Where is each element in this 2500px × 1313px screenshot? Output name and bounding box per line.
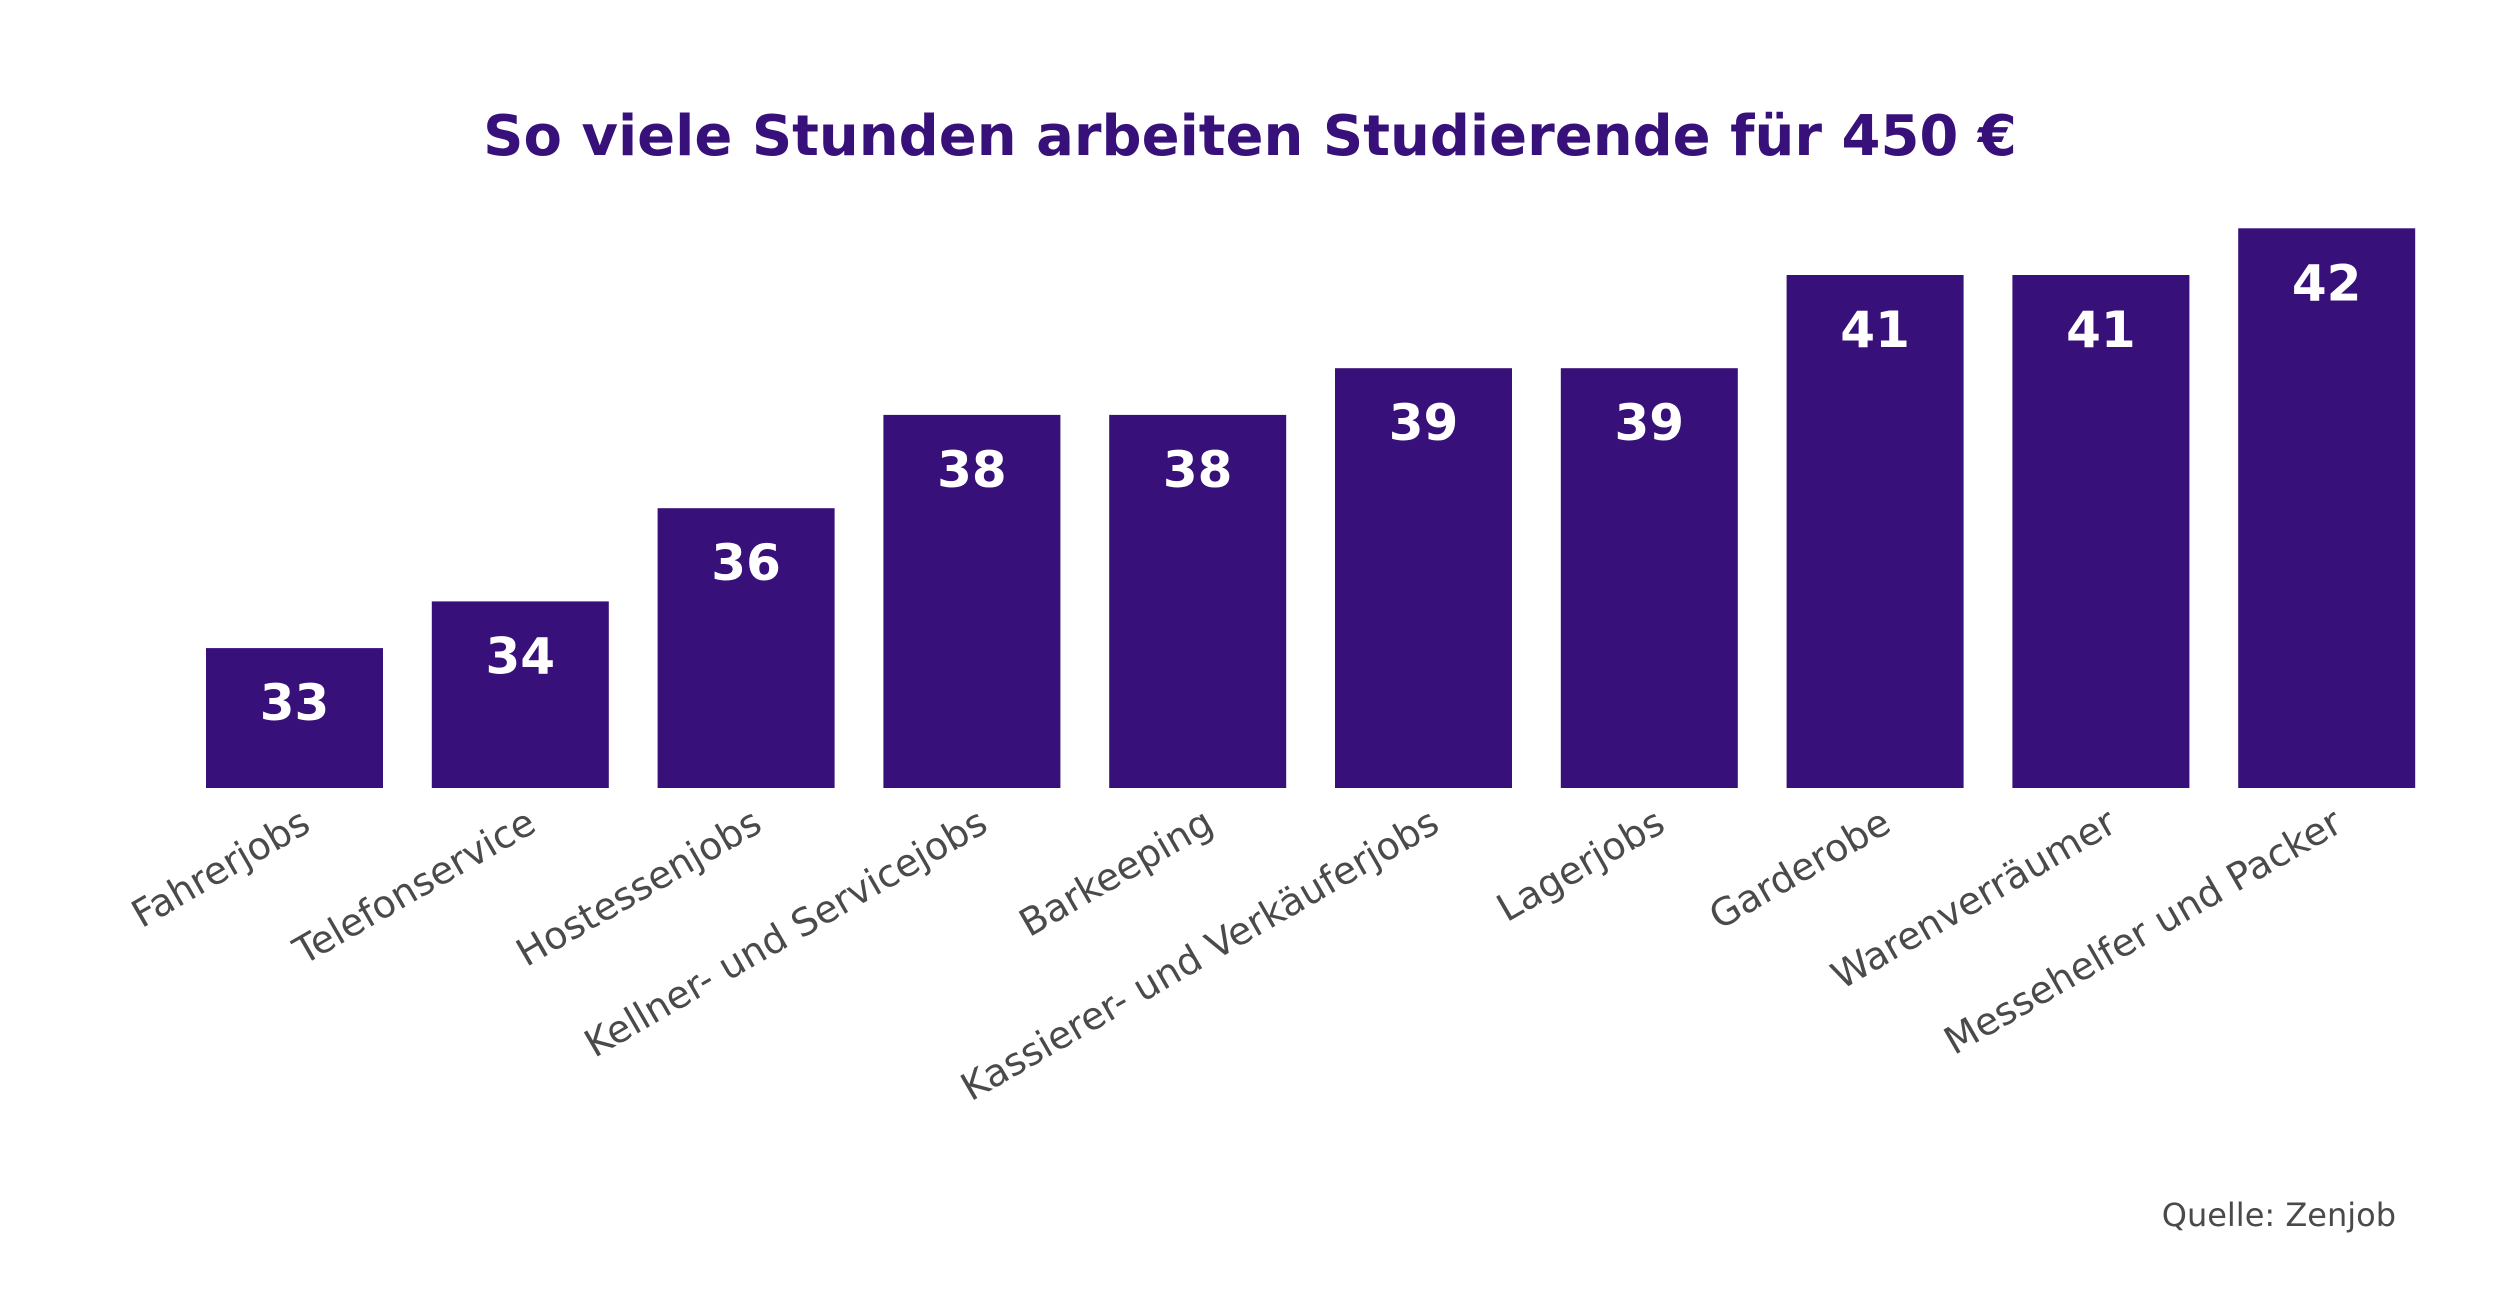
bar-9 (2012, 275, 2190, 788)
value-label-3: 36 (711, 534, 781, 592)
category-label-4: Kellner- und Servicejobs (577, 800, 994, 1066)
value-label-7: 39 (1615, 394, 1685, 452)
bar-7 (1560, 368, 1738, 788)
value-label-9: 41 (2066, 301, 2136, 359)
chart-title: So viele Stunden arbeiten Studierende fü… (483, 104, 2017, 169)
category-label-10: Messehelfer und Packer (1937, 800, 2350, 1064)
category-label-5: Barkeeping (1012, 800, 1220, 946)
bar-4 (883, 414, 1061, 788)
category-label-8: Garderobe (1702, 800, 1898, 938)
bar-5 (1109, 414, 1287, 788)
value-label-4: 38 (937, 441, 1007, 499)
bar-3 (657, 508, 835, 788)
value-label-10: 42 (2292, 254, 2362, 312)
bars-group (206, 228, 2416, 789)
bar-1 (206, 648, 383, 788)
value-label-1: 33 (260, 674, 330, 732)
source-label: Quelle: Zenjob (2162, 1196, 2396, 1234)
value-label-5: 38 (1163, 441, 1233, 499)
category-label-7: Lagerjobs (1489, 800, 1671, 931)
value-label-6: 39 (1389, 394, 1459, 452)
bar-6 (1335, 368, 1512, 788)
category-labels-group: FahrerjobsTelefonserviceHostessenjobsKel… (124, 800, 2349, 1110)
category-label-1: Fahrerjobs (124, 800, 317, 937)
category-label-2: Telefonservice (285, 800, 542, 974)
bar-10 (2238, 228, 2416, 789)
bar-8 (1786, 275, 1964, 788)
value-label-8: 41 (1840, 301, 1910, 359)
bar-2 (431, 601, 609, 788)
value-label-2: 34 (486, 627, 556, 685)
value-labels-group: 33 34 36 38 38 39 39 41 41 42 (260, 254, 2362, 732)
